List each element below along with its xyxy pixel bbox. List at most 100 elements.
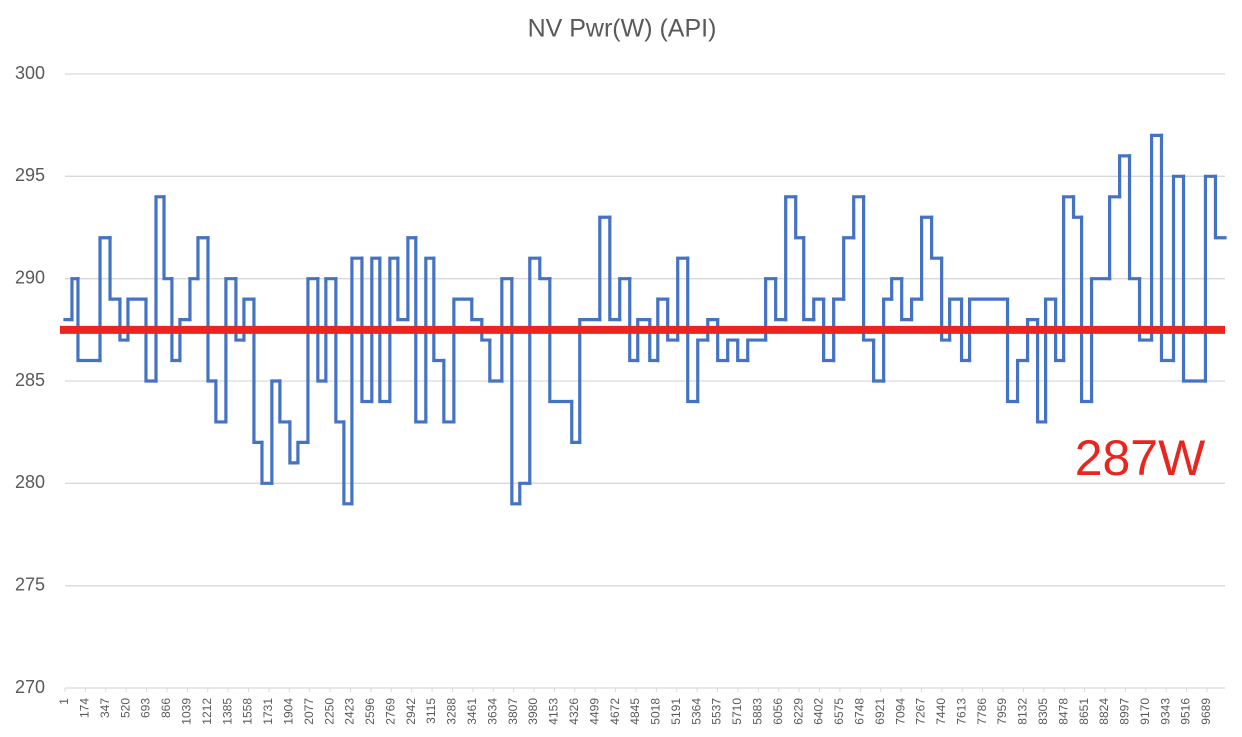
step-segment [296, 440, 310, 465]
x-tick-label: 4845 [628, 698, 642, 725]
step-segment [306, 277, 320, 444]
step-segment [882, 297, 894, 383]
step-segment [774, 277, 788, 322]
step-segment [270, 379, 282, 485]
step-segment [1025, 318, 1040, 363]
x-tick-label: 7786 [975, 698, 989, 725]
step-segment [388, 256, 400, 404]
x-tick-label: 8305 [1036, 698, 1050, 725]
step-segment [812, 297, 826, 322]
step-segment [548, 277, 574, 404]
step-segment [170, 277, 182, 363]
x-tick-label: 9689 [1199, 698, 1213, 725]
step-segment [70, 277, 80, 322]
x-tick-label: 1731 [261, 698, 275, 725]
step-segment [518, 481, 532, 506]
step-segment [959, 297, 972, 363]
step-segment [822, 297, 836, 363]
step-segment [666, 297, 680, 342]
step-segment [538, 256, 552, 281]
step-segment [1171, 174, 1186, 363]
step-segment [948, 297, 964, 342]
x-tick-label: 6921 [873, 698, 887, 725]
x-tick-label: 9343 [1158, 698, 1172, 725]
step-segment [278, 379, 292, 424]
step-segment [919, 215, 934, 301]
step-segment [578, 318, 602, 444]
x-tick-label: 6575 [832, 698, 846, 725]
step-segment [76, 277, 102, 363]
step-segment [1035, 318, 1048, 424]
x-tick-label: 2769 [383, 698, 397, 725]
step-segment [178, 318, 192, 363]
x-tick-label: 4672 [608, 698, 622, 725]
x-tick-label: 8478 [1056, 698, 1070, 725]
step-segment [396, 256, 410, 322]
x-tick-label: 2077 [302, 698, 316, 725]
x-tick-label: 4499 [587, 698, 601, 725]
step-segment [930, 215, 944, 260]
step-segment [424, 256, 436, 424]
x-tick-label: 7094 [893, 698, 907, 725]
step-segment [196, 236, 210, 281]
step-segment [260, 440, 274, 485]
chart-title: NV Pwr(W) (API) [528, 15, 717, 43]
step-segment [832, 297, 846, 363]
y-tick-label: 275 [15, 574, 45, 594]
y-tick-label: 295 [15, 165, 45, 185]
x-tick-label: 6056 [771, 698, 785, 725]
x-tick-label: 1212 [200, 698, 214, 725]
x-tick-label: 9516 [1179, 698, 1193, 725]
step-segment [1071, 195, 1084, 219]
step-segment [676, 256, 690, 342]
y-tick-label: 270 [15, 677, 45, 697]
x-tick-label: 5191 [669, 698, 683, 725]
x-tick-label: 1039 [180, 698, 194, 725]
step-segment [500, 277, 514, 383]
step-segment [378, 256, 392, 404]
step-segment [784, 195, 798, 322]
step-segment [940, 256, 952, 342]
step-segment [890, 277, 904, 301]
step-segment [252, 297, 264, 444]
x-tick-label: 8132 [1016, 698, 1030, 725]
step-segment [1118, 154, 1132, 199]
step-segment [224, 277, 238, 424]
x-tick-label: 5364 [689, 698, 703, 725]
x-tick-label: 5883 [751, 698, 765, 725]
x-tick-label: 7440 [934, 698, 948, 725]
step-segment [598, 215, 612, 322]
step-segment [794, 195, 806, 240]
y-tick-label: 280 [15, 472, 45, 492]
step-segment [1181, 174, 1208, 383]
x-tick-label: 1 [57, 698, 71, 705]
y-tick-label: 285 [15, 370, 45, 390]
step-segment [1089, 277, 1112, 404]
x-tick-label: 7959 [995, 698, 1009, 725]
step-segment [188, 277, 200, 322]
x-tick-label: 1385 [220, 698, 234, 725]
x-tick-label: 6402 [812, 698, 826, 725]
step-segment [909, 297, 924, 322]
x-tick-label: 2942 [404, 698, 418, 725]
x-tick-label: 3980 [526, 698, 540, 725]
step-segment [636, 318, 652, 363]
step-segment [1079, 215, 1094, 404]
step-segment [1149, 133, 1164, 342]
x-tick-label: 9170 [1138, 698, 1152, 725]
step-segment [967, 297, 1010, 363]
step-segment [1044, 297, 1058, 424]
x-tick-label: 1904 [281, 698, 295, 725]
step-segment [1203, 174, 1218, 383]
x-tick-label: 4326 [567, 698, 581, 725]
step-segment [618, 277, 632, 322]
step-segment [1137, 277, 1154, 342]
x-tick-label: 1558 [241, 698, 255, 725]
step-segment [162, 195, 174, 281]
step-segment [736, 338, 750, 363]
x-tick-label: 6229 [791, 698, 805, 725]
x-tick-label: 2423 [343, 698, 357, 725]
x-tick-label: 8997 [1118, 698, 1132, 725]
